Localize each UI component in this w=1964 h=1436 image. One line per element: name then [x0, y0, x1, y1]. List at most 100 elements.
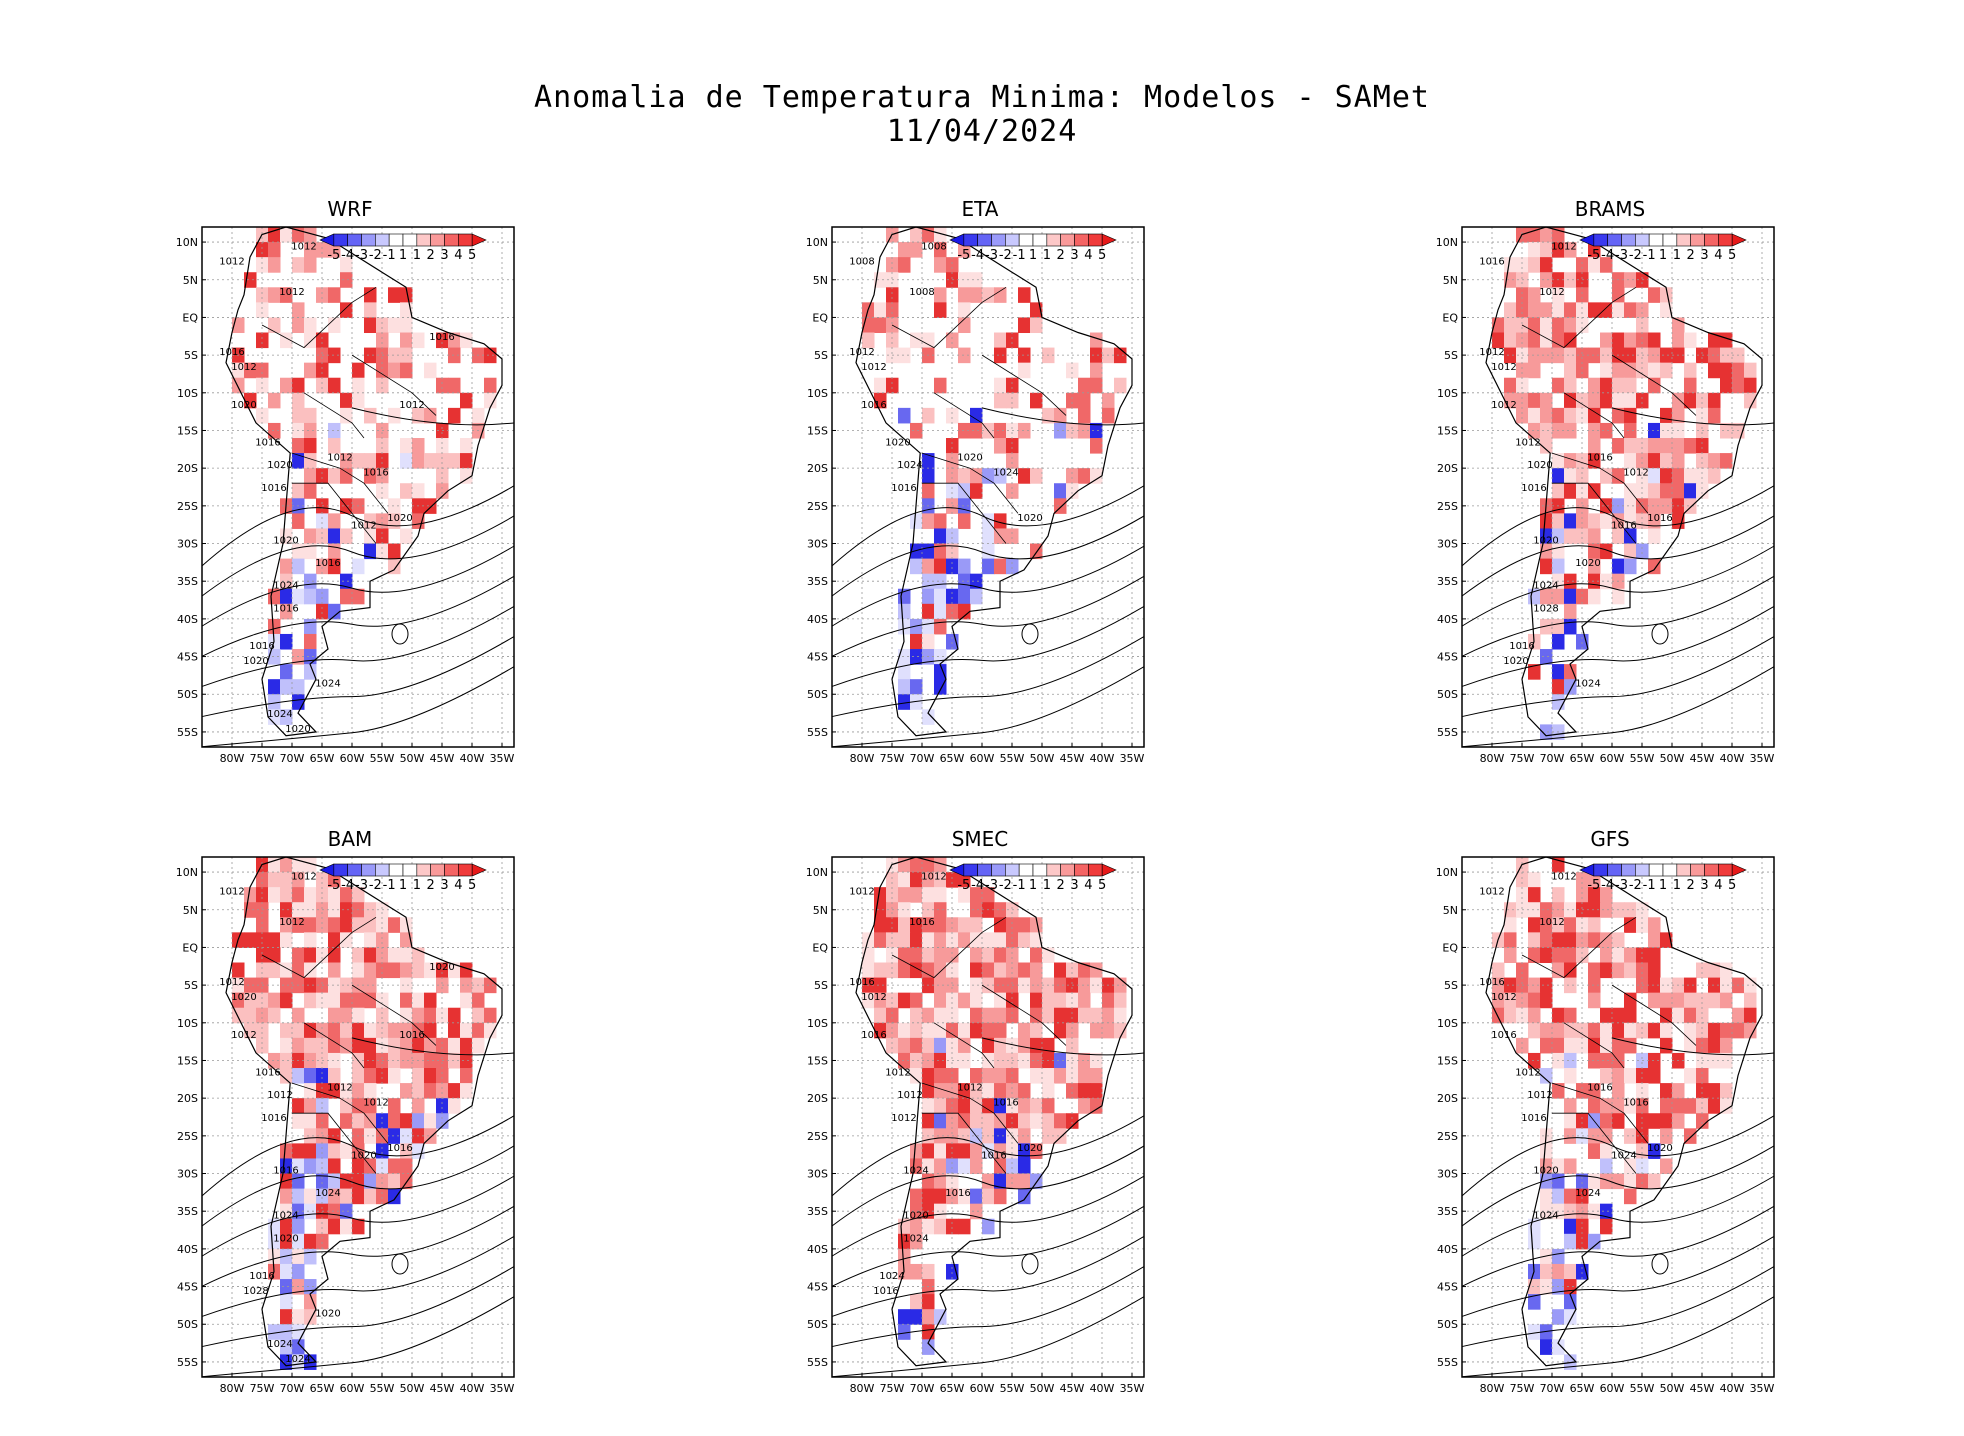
colorbar-arrow-right: [1731, 233, 1747, 247]
colorbar-segment: [1074, 233, 1089, 247]
colorbar-label: 4: [1084, 248, 1092, 263]
isobar-label: 1016: [363, 468, 388, 479]
isobar-label: 1008: [849, 257, 874, 268]
isobar-label: 1020: [1017, 1143, 1042, 1154]
lat-tick-label: 5S: [814, 979, 828, 992]
colorbar-segment: [444, 233, 459, 247]
isobar-label: 1028: [1533, 603, 1558, 614]
lon-tick-label: 55W: [370, 1382, 395, 1395]
colorbar-segment: [347, 233, 362, 247]
colorbar-segment: [963, 863, 978, 877]
lon-tick-label: 80W: [1480, 1382, 1505, 1395]
lon-tick-label: 45W: [1060, 752, 1085, 765]
colorbar-segment: [1718, 233, 1733, 247]
isobar-label: 1012: [1623, 468, 1648, 479]
lat-tick-label: 35S: [177, 575, 198, 588]
isobar-label: 1020: [1533, 1166, 1558, 1177]
colorbar-label: 3: [1070, 248, 1078, 263]
isobar-label: 1024: [267, 709, 292, 720]
lon-tick-label: 35W: [490, 752, 515, 765]
colorbar-label: 4: [1714, 878, 1722, 893]
lat-tick-label: 5S: [1444, 979, 1458, 992]
colorbar-segment: [977, 233, 992, 247]
lat-tick-label: 5S: [184, 349, 198, 362]
colorbar-label: 5: [1098, 878, 1106, 893]
colorbar-label: 1: [413, 248, 421, 263]
country-border: [351, 984, 437, 1046]
lon-tick-label: 55W: [1630, 752, 1655, 765]
figure-date: 11/04/2024: [886, 114, 1078, 149]
colorbar-label: 2: [1687, 878, 1695, 893]
colorbar-label: -5: [327, 878, 340, 893]
lon-tick-label: 55W: [1000, 1382, 1025, 1395]
lon-tick-label: 50W: [1030, 752, 1055, 765]
lat-tick-label: 35S: [1437, 575, 1458, 588]
isobar-label: 1012: [231, 1030, 256, 1041]
isobar-label: 1016: [249, 1271, 274, 1282]
lat-tick-label: EQ: [1442, 311, 1458, 324]
isobar-label: 1012: [267, 1090, 292, 1101]
lat-tick-label: 20S: [177, 1092, 198, 1105]
colorbar-label: 5: [1098, 248, 1106, 263]
colorbar-label: 1: [399, 878, 407, 893]
colorbar-label: -5: [1587, 878, 1600, 893]
colorbar-label: -5: [1587, 248, 1600, 263]
coastline: [225, 226, 503, 737]
colorbar-label: -2: [999, 248, 1012, 263]
colorbar-segment: [1593, 233, 1608, 247]
isobar-label: 1012: [1551, 242, 1576, 253]
colorbar-label: -2: [999, 878, 1012, 893]
isobar-label: 1020: [1647, 1143, 1672, 1154]
isobar-label: 1020: [267, 460, 292, 471]
lat-tick-label: 50S: [807, 1318, 828, 1331]
colorbar-label: 1: [1029, 248, 1037, 263]
lat-tick-label: 20S: [1437, 462, 1458, 475]
colorbar-segment: [1074, 863, 1089, 877]
figure-title: Anomalia de Temperatura Minima: Modelos …: [534, 80, 1430, 115]
colorbar-label: 1: [1043, 248, 1051, 263]
lon-tick-label: 50W: [1030, 1382, 1055, 1395]
colorbar-segment: [977, 863, 992, 877]
colorbar-label: 3: [1700, 878, 1708, 893]
country-border: [1551, 452, 1649, 514]
plot-frame: [201, 856, 515, 1378]
lat-tick-label: 20S: [1437, 1092, 1458, 1105]
lon-tick-label: 70W: [280, 752, 305, 765]
isobar-label: 1012: [861, 992, 886, 1003]
colorbar-segment: [1690, 233, 1705, 247]
isobar-label: 1012: [921, 872, 946, 883]
lon-tick-label: 60W: [1600, 752, 1625, 765]
lon-tick-label: 40W: [460, 1382, 485, 1395]
lat-tick-label: 40S: [177, 1243, 198, 1256]
isobar-label: 1020: [885, 438, 910, 449]
isobar-label: 1016: [429, 332, 454, 343]
lat-tick-label: 40S: [807, 1243, 828, 1256]
colorbar-label: -1: [1013, 248, 1026, 263]
country-border: [1611, 354, 1697, 416]
colorbar-label: -5: [957, 878, 970, 893]
lat-tick-label: 20S: [177, 462, 198, 475]
colorbar-segment: [361, 233, 376, 247]
lat-tick-label: 45S: [177, 651, 198, 664]
isobar-label: 1020: [231, 992, 256, 1003]
lat-tick-label: 20S: [807, 1092, 828, 1105]
colorbar-segment: [1032, 233, 1048, 247]
colorbar-segment: [1635, 863, 1650, 877]
lon-tick-label: 60W: [340, 1382, 365, 1395]
isobars: [1461, 1037, 1775, 1378]
isobar-label: 1012: [1479, 887, 1504, 898]
country-border: [921, 452, 1019, 514]
coastline: [855, 856, 1133, 1367]
isobar-label: 1012: [231, 362, 256, 373]
lon-tick-label: 45W: [430, 1382, 455, 1395]
country-border: [291, 1082, 389, 1144]
isobars: [201, 407, 515, 748]
anomaly-field: [232, 227, 497, 725]
isobar-label: 1024: [1611, 1150, 1636, 1161]
lat-tick-label: 30S: [807, 1168, 828, 1181]
colorbar-segment: [1621, 863, 1636, 877]
plot-area: [202, 227, 514, 747]
isobar-label: 1012: [1515, 1068, 1540, 1079]
lat-tick-label: 45S: [177, 1281, 198, 1294]
isobar-label: 1012: [1527, 1090, 1552, 1101]
